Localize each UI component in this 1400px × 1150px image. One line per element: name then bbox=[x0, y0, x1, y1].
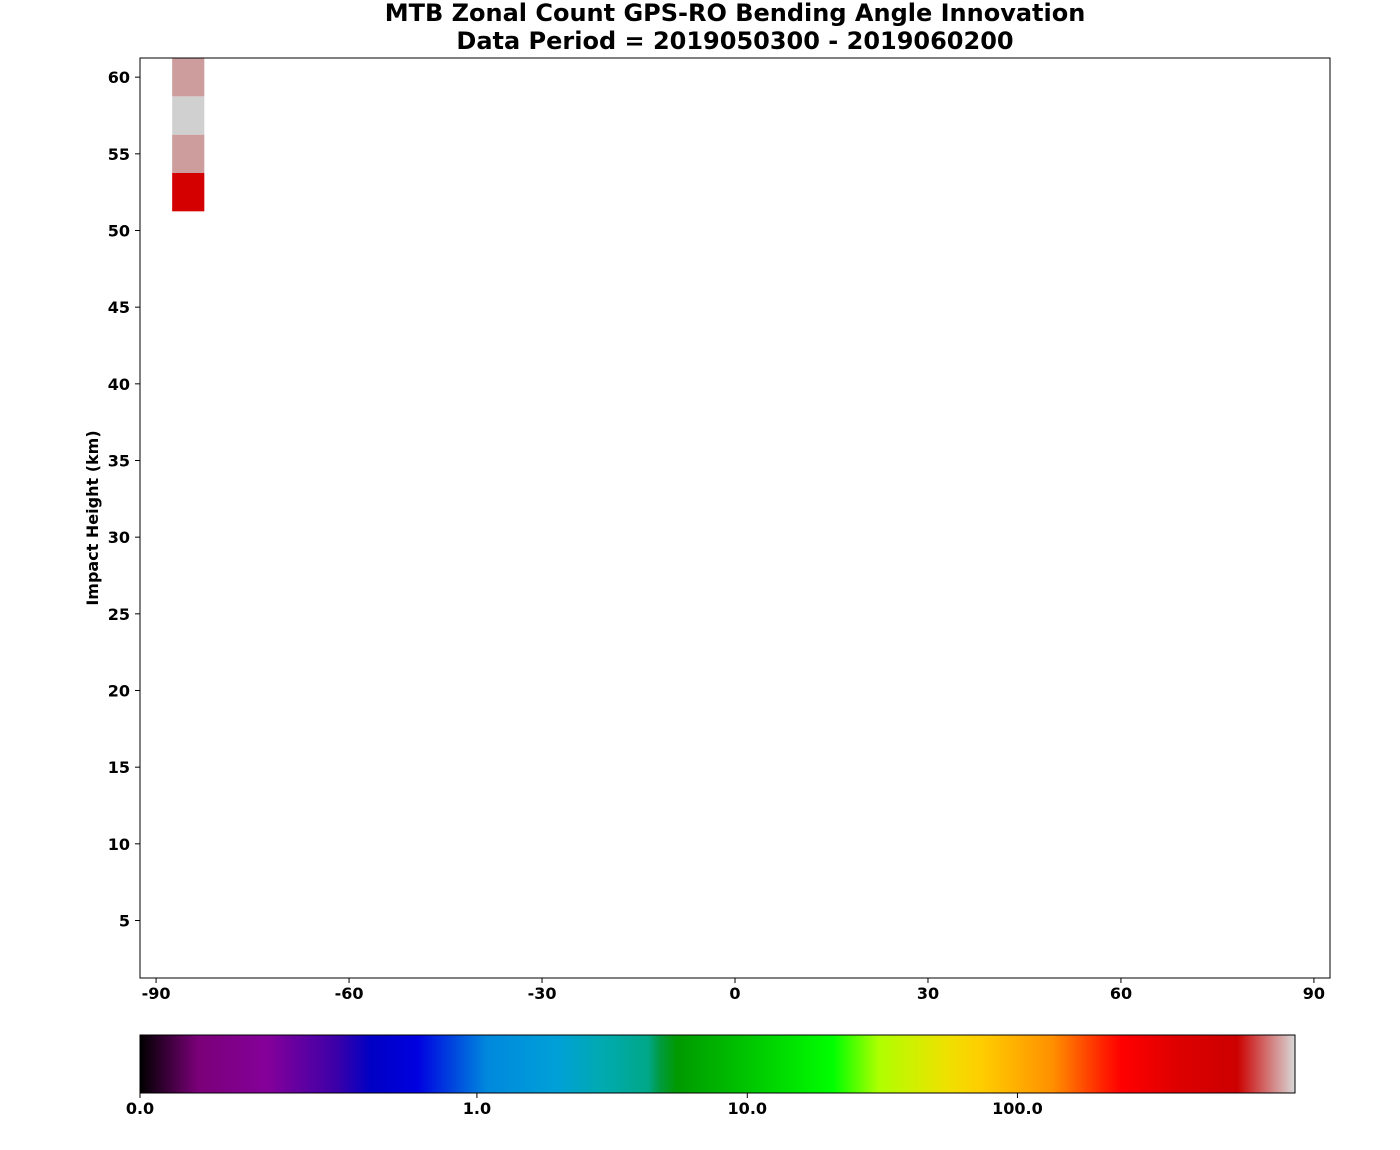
chart-title-line2: Data Period = 2019050300 - 2019060200 bbox=[456, 27, 1013, 55]
y-tick-label: 35 bbox=[108, 452, 130, 471]
y-axis-label: Impact Height (km) bbox=[83, 430, 102, 605]
colorbar-tick-label: 10.0 bbox=[728, 1099, 767, 1118]
x-tick-label: 90 bbox=[1303, 984, 1325, 1003]
y-tick-label: 25 bbox=[108, 605, 130, 624]
heatmap-cell-2 bbox=[172, 96, 205, 135]
x-tick-label: -90 bbox=[142, 984, 171, 1003]
y-tick-label: 50 bbox=[108, 222, 130, 241]
x-axis: -90 -60 -30 0 30 60 90 bbox=[142, 978, 1325, 1003]
y-tick-label: 15 bbox=[108, 758, 130, 777]
colorbar-ticks: 0.0 1.0 10.0 100.0 bbox=[126, 1093, 1043, 1118]
chart-title-line1: MTB Zonal Count GPS-RO Bending Angle Inn… bbox=[385, 0, 1086, 27]
x-tick-label: -30 bbox=[528, 984, 557, 1003]
x-tick-label: -60 bbox=[335, 984, 364, 1003]
y-tick-label: 45 bbox=[108, 298, 130, 317]
heatmap-cell-3 bbox=[172, 58, 205, 97]
y-tick-label: 20 bbox=[108, 682, 130, 701]
colorbar-tick-label: 1.0 bbox=[463, 1099, 491, 1118]
heatmap-cell-0 bbox=[172, 173, 205, 212]
y-tick-label: 55 bbox=[108, 145, 130, 164]
colorbar-tick-label: 0.0 bbox=[126, 1099, 154, 1118]
heatmap-cells bbox=[172, 58, 205, 212]
x-tick-label: 60 bbox=[1110, 984, 1132, 1003]
colorbar-tick-label: 100.0 bbox=[992, 1099, 1043, 1118]
x-tick-label: 30 bbox=[917, 984, 939, 1003]
heatmap-cell-1 bbox=[172, 134, 205, 173]
y-axis: 5 10 15 20 25 30 35 40 45 50 55 60 bbox=[108, 68, 140, 931]
y-tick-label: 5 bbox=[119, 912, 130, 931]
y-tick-label: 10 bbox=[108, 835, 130, 854]
y-tick-label: 60 bbox=[108, 68, 130, 87]
colorbar bbox=[139, 1034, 1296, 1094]
x-tick-label: 0 bbox=[729, 984, 740, 1003]
y-tick-label: 40 bbox=[108, 375, 130, 394]
y-tick-label: 30 bbox=[108, 528, 130, 547]
plot-frame bbox=[139, 57, 1331, 979]
